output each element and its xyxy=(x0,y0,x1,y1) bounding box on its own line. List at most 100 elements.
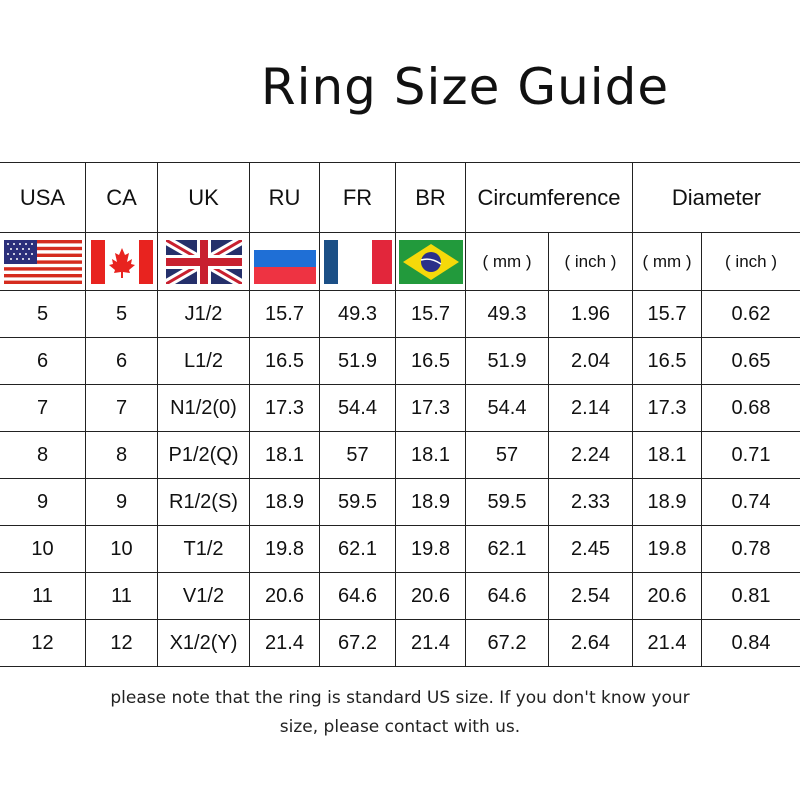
table-cell: 5 xyxy=(85,290,158,338)
unit-circumference-inch: ( inch ) xyxy=(547,232,634,291)
table-cell: 59.5 xyxy=(465,478,549,526)
table-cell: 15.7 xyxy=(249,290,320,338)
table-cell: 67.2 xyxy=(319,619,396,667)
table-cell: 20.6 xyxy=(632,572,703,620)
table-cell: 57 xyxy=(465,431,549,479)
table-row: 12 12 X1/2(Y) 21.4 67.2 21.4 67.2 2.64 21.4 0.84 xyxy=(0,619,800,667)
header-usa: USA xyxy=(0,162,86,233)
table-cell: 0.74 xyxy=(701,478,800,526)
table-cell: 0.62 xyxy=(701,290,800,338)
table-cell: 49.3 xyxy=(319,290,396,338)
table-cell: 2.04 xyxy=(547,337,634,385)
russia-flag-icon xyxy=(253,249,316,284)
table-cell: 19.8 xyxy=(395,525,466,573)
table-row: 5 5 J1/2 15.7 49.3 15.7 49.3 1.96 15.7 0.62 xyxy=(0,290,800,338)
table-cell: 17.3 xyxy=(395,384,466,432)
table-cell: 62.1 xyxy=(465,525,549,573)
header-br: BR xyxy=(395,162,466,233)
header-ca: CA xyxy=(85,162,158,233)
table-cell: 10 xyxy=(0,525,86,573)
header-diameter: Diameter xyxy=(632,162,800,233)
table-cell: 20.6 xyxy=(395,572,466,620)
table-cell: 64.6 xyxy=(465,572,549,620)
table-cell: N1/2(0) xyxy=(157,384,250,432)
table-cell: 10 xyxy=(85,525,158,573)
page-title: Ring Size Guide xyxy=(260,58,670,116)
table-cell: 16.5 xyxy=(632,337,703,385)
table-cell: V1/2 xyxy=(157,572,250,620)
note-line: please note that the ring is standard US… xyxy=(110,688,690,708)
table-cell: 0.84 xyxy=(701,619,800,667)
table-cell: 21.4 xyxy=(395,619,466,667)
table-cell: 19.8 xyxy=(249,525,320,573)
table-cell: 20.6 xyxy=(249,572,320,620)
header-ru: RU xyxy=(249,162,320,233)
table-cell: 59.5 xyxy=(319,478,396,526)
ring-size-table: USA CA UK RU FR BR Circumference Diamete… xyxy=(0,162,800,667)
brazil-flag-icon xyxy=(398,239,463,284)
table-cell: 2.33 xyxy=(547,478,634,526)
table-cell: 1.96 xyxy=(547,290,634,338)
table-cell: R1/2(S) xyxy=(157,478,250,526)
table-cell: 2.24 xyxy=(547,431,634,479)
table-cell: 51.9 xyxy=(465,337,549,385)
table-cell: 0.71 xyxy=(701,431,800,479)
table-cell: 54.4 xyxy=(465,384,549,432)
unit-diameter-inch: ( inch ) xyxy=(701,232,800,291)
table-row: 7 7 N1/2(0) 17.3 54.4 17.3 54.4 2.14 17.3 0.68 xyxy=(0,384,800,432)
table-cell: 12 xyxy=(0,619,86,667)
table-cell: 2.54 xyxy=(547,572,634,620)
table-cell: 6 xyxy=(85,337,158,385)
table-cell: 62.1 xyxy=(319,525,396,573)
table-cell: 0.78 xyxy=(701,525,800,573)
table-cell: J1/2 xyxy=(157,290,250,338)
table-cell: 64.6 xyxy=(319,572,396,620)
flag-row: ( mm ) ( inch ) ( mm ) ( inch ) xyxy=(0,232,800,291)
table-cell: 67.2 xyxy=(465,619,549,667)
table-cell: 16.5 xyxy=(249,337,320,385)
table-cell: 7 xyxy=(0,384,86,432)
table-cell: 11 xyxy=(0,572,86,620)
table-cell: 0.68 xyxy=(701,384,800,432)
table-cell: 21.4 xyxy=(632,619,703,667)
header-uk: UK xyxy=(157,162,250,233)
table-cell: 6 xyxy=(0,337,86,385)
table-cell: 18.9 xyxy=(395,478,466,526)
table-cell: 19.8 xyxy=(632,525,703,573)
header-fr: FR xyxy=(319,162,396,233)
canada-flag-icon xyxy=(90,239,153,284)
table-cell: 15.7 xyxy=(395,290,466,338)
table-cell: 51.9 xyxy=(319,337,396,385)
table-cell: 0.81 xyxy=(701,572,800,620)
table-cell: 5 xyxy=(0,290,86,338)
header-circumference: Circumference xyxy=(464,162,634,233)
table-cell: 2.45 xyxy=(547,525,634,573)
unit-circumference-mm: ( mm ) xyxy=(465,232,549,291)
table-cell: 8 xyxy=(0,431,86,479)
table-cell: 16.5 xyxy=(395,337,466,385)
table-cell: P1/2(Q) xyxy=(157,431,250,479)
table-cell: 2.64 xyxy=(547,619,634,667)
table-row: 10 10 T1/2 19.8 62.1 19.8 62.1 2.45 19.8 0.78 xyxy=(0,525,800,573)
table-row: 6 6 L1/2 16.5 51.9 16.5 51.9 2.04 16.5 0.65 xyxy=(0,337,800,385)
table-cell: 17.3 xyxy=(632,384,703,432)
table-row: 11 11 V1/2 20.6 64.6 20.6 64.6 2.54 20.6 0.81 xyxy=(0,572,800,620)
table-cell: 9 xyxy=(85,478,158,526)
table-cell: 11 xyxy=(85,572,158,620)
uk-flag-icon xyxy=(165,239,242,284)
table-cell: 2.14 xyxy=(547,384,634,432)
size-note: please note that the ring is standard US… xyxy=(0,684,800,742)
table-cell: X1/2(Y) xyxy=(157,619,250,667)
header-row: USA CA UK RU FR BR Circumference Diamete… xyxy=(0,162,800,233)
table-cell: 21.4 xyxy=(249,619,320,667)
usa-flag-icon xyxy=(3,239,82,284)
table-cell: 12 xyxy=(85,619,158,667)
table-cell: 54.4 xyxy=(319,384,396,432)
table-cell: 9 xyxy=(0,478,86,526)
table-cell: 0.65 xyxy=(701,337,800,385)
table-cell: 17.3 xyxy=(249,384,320,432)
table-cell: L1/2 xyxy=(157,337,250,385)
table-cell: 18.1 xyxy=(249,431,320,479)
table-cell: 7 xyxy=(85,384,158,432)
table-cell: 18.9 xyxy=(632,478,703,526)
